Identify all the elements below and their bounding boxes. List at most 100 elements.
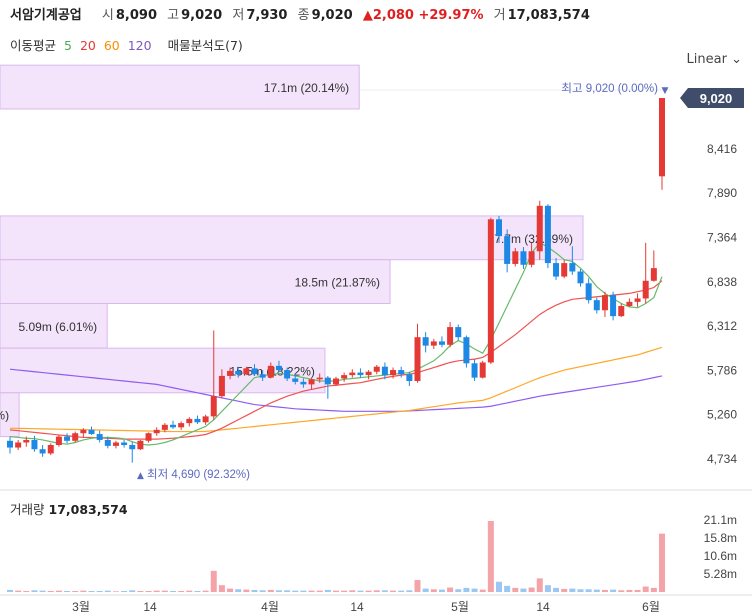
volume-bar: [227, 588, 234, 592]
down-arrow-icon: ▼: [662, 86, 669, 96]
candle-body: [447, 327, 454, 345]
volume-bar: [96, 590, 103, 592]
volume-bar: [601, 589, 608, 592]
candle-body: [333, 378, 339, 385]
x-tick-label: 3월: [72, 600, 90, 614]
y-tick-label: 8,416: [707, 142, 737, 156]
volume-bar: [512, 587, 519, 592]
stock-header: 서암기계공업 시 8,090 고 9,020 저 7,930 종 9,020 ▲2,08…: [10, 4, 590, 23]
candle-body: [324, 377, 331, 385]
candle-body: [341, 375, 348, 379]
volume-bar: [218, 585, 225, 592]
volume-total: 거래량 17,083,574: [10, 499, 128, 518]
candle-body: [137, 440, 144, 450]
volume-bar: [349, 590, 356, 592]
volume-value: 17,083,574: [507, 8, 590, 23]
candle-body: [284, 370, 291, 379]
volume-bar: [528, 587, 535, 592]
volume-bar: [243, 589, 250, 592]
volume-bar: [15, 590, 22, 592]
volume-bar: [496, 581, 502, 592]
volume-bar: [72, 590, 79, 592]
candle-body: [161, 424, 168, 430]
candle-body: [259, 374, 266, 378]
y-tick-label: 6,312: [707, 319, 737, 333]
volume-profile-bar: [0, 215, 584, 261]
candle-body: [129, 445, 136, 450]
candle-body: [316, 377, 323, 380]
volume-bar: [561, 588, 568, 592]
candle-body: [455, 327, 462, 338]
candle-body: [186, 418, 193, 424]
volume-axis-label: 21.1m: [704, 513, 737, 527]
volume-bar: [267, 589, 274, 592]
volume-profile-bar: [0, 64, 360, 110]
candle-body: [170, 424, 176, 428]
scale-selector[interactable]: Linear ⌄: [687, 52, 742, 67]
candle-body: [553, 263, 560, 277]
volume-bar: [129, 590, 136, 592]
ma120-label[interactable]: 120: [127, 38, 152, 53]
ma5-label[interactable]: 5: [64, 38, 72, 53]
x-tick-label: 6월: [642, 600, 660, 614]
candle-body: [80, 429, 87, 434]
last-price-label: 9,020: [700, 91, 733, 106]
volume-bar: [455, 589, 462, 592]
candle-body: [414, 337, 421, 382]
volume-bar: [479, 589, 486, 592]
volume-bar: [104, 590, 111, 592]
ma-label[interactable]: 이동평균: [10, 38, 57, 53]
volume-bar: [659, 533, 665, 592]
candle-body: [292, 378, 299, 382]
candle-body: [634, 298, 641, 302]
candle-body: [496, 219, 502, 237]
volume-bar: [373, 590, 380, 592]
candle-body: [308, 379, 315, 385]
volume-bar: [585, 589, 592, 592]
stock-name: 서암기계공업: [10, 8, 82, 23]
ma60-label[interactable]: 60: [103, 38, 120, 53]
x-tick-label: 4월: [261, 600, 279, 614]
volume-bar: [170, 590, 176, 592]
candle-body: [218, 375, 225, 397]
y-tick-label: 7,364: [707, 230, 737, 244]
volume-bar: [463, 587, 470, 592]
low-value: 7,930: [246, 8, 288, 23]
x-tick-label: 14: [536, 600, 550, 614]
volume-total-value: 17,083,574: [48, 502, 128, 517]
candle-body: [504, 236, 511, 264]
volume-bar: [235, 589, 242, 592]
candle-body: [642, 280, 649, 299]
candle-body: [194, 418, 201, 423]
x-tick-label: 5월: [451, 600, 469, 614]
volume-bar: [634, 589, 641, 592]
volume-bar: [333, 590, 339, 592]
candle-body: [202, 416, 209, 423]
close-value: 9,020: [311, 8, 353, 23]
change-value: ▲2,080 +29.97%: [362, 8, 484, 23]
ma20-label[interactable]: 20: [79, 38, 96, 53]
volume-bar: [365, 590, 372, 592]
x-tick-label: 14: [350, 600, 364, 614]
volume-bar: [47, 590, 54, 592]
candle-body: [601, 295, 608, 311]
volume-bar: [520, 588, 527, 592]
candle-body: [112, 442, 119, 446]
volume-bar: [471, 588, 478, 592]
volume-bar: [553, 587, 560, 592]
candle-body: [349, 372, 356, 376]
volume-axis-label: 5.28m: [704, 567, 737, 581]
candle-body: [72, 433, 79, 441]
candle-body: [357, 372, 364, 376]
volume-profile-bar: [0, 259, 391, 305]
candle-body: [373, 366, 380, 372]
volume-bar: [112, 591, 119, 592]
candle-body: [210, 396, 217, 417]
candle-body: [235, 370, 242, 375]
ma60-line: [9, 346, 663, 433]
candle-body: [422, 337, 429, 346]
open-label: 시: [101, 8, 114, 23]
volume-bar: [194, 590, 201, 592]
volume-profile-label[interactable]: 매물분석도(7): [167, 38, 243, 53]
